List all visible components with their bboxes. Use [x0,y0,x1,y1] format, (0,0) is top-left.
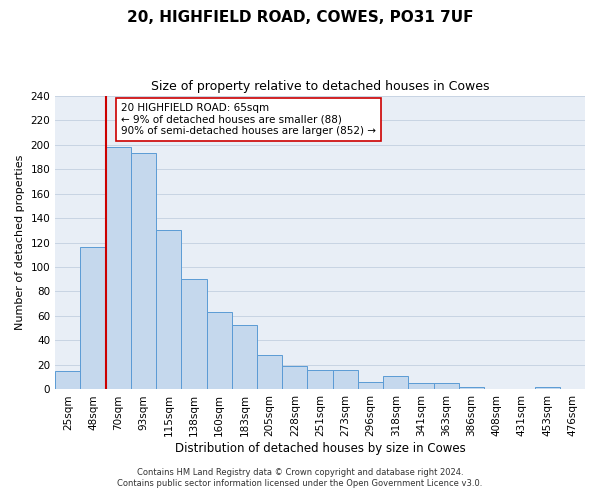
Text: 20 HIGHFIELD ROAD: 65sqm
← 9% of detached houses are smaller (88)
90% of semi-de: 20 HIGHFIELD ROAD: 65sqm ← 9% of detache… [121,103,376,136]
Y-axis label: Number of detached properties: Number of detached properties [15,155,25,330]
Bar [383,376,409,390]
Bar [55,371,80,390]
Bar [434,384,459,390]
Bar [332,370,358,390]
Bar [131,153,156,390]
Bar [80,248,106,390]
Text: 20, HIGHFIELD ROAD, COWES, PO31 7UF: 20, HIGHFIELD ROAD, COWES, PO31 7UF [127,10,473,25]
Bar [535,387,560,390]
Bar [358,382,383,390]
Bar [282,366,307,390]
Bar [459,387,484,390]
Bar [257,355,282,390]
Bar [106,147,131,390]
Bar [156,230,181,390]
Bar [206,312,232,390]
Title: Size of property relative to detached houses in Cowes: Size of property relative to detached ho… [151,80,490,93]
Bar [181,279,206,390]
X-axis label: Distribution of detached houses by size in Cowes: Distribution of detached houses by size … [175,442,466,455]
Bar [307,370,332,390]
Text: Contains HM Land Registry data © Crown copyright and database right 2024.
Contai: Contains HM Land Registry data © Crown c… [118,468,482,487]
Bar [232,324,257,390]
Bar [409,384,434,390]
